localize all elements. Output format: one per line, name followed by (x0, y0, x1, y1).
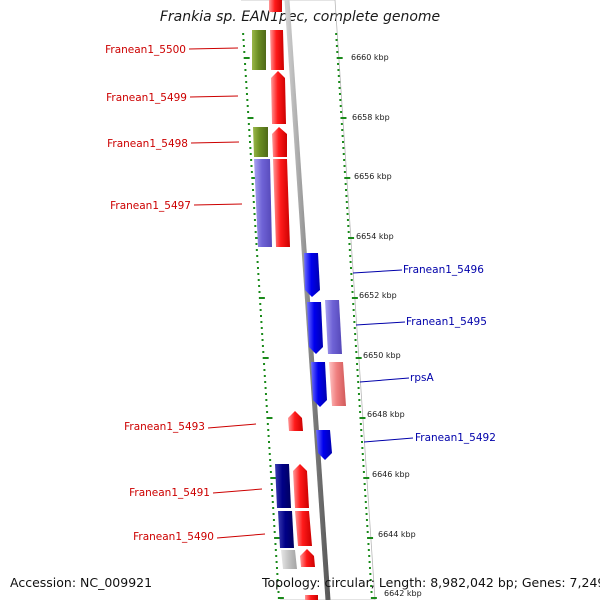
leader-line (189, 95, 239, 98)
orf-arrow-blue (311, 362, 327, 407)
orf-arrow-red (293, 464, 309, 508)
orf-block-red (295, 511, 312, 546)
orf-arrow-red (271, 71, 286, 124)
gene-label[interactable]: Franean1_5491 (129, 487, 210, 499)
orf-arrow-red (288, 411, 303, 431)
accession-text: Accession: NC_009921 (10, 575, 153, 590)
orf-block-red (273, 159, 290, 247)
scale-label: 6650 kbp (363, 351, 401, 360)
leader-line (363, 437, 414, 443)
leader-line (193, 203, 243, 206)
map-title: Frankia sp. EAN1pec, complete genome (159, 9, 441, 25)
leader-line (355, 321, 406, 326)
scale-label: 6654 kbp (356, 232, 394, 241)
cds-block-pink (329, 362, 346, 406)
orf-block-red (269, 0, 282, 12)
leader-line (352, 269, 403, 274)
genome-axis (284, 0, 331, 600)
scale-label: 6658 kbp (352, 113, 390, 122)
gene-label[interactable]: Franean1_5493 (124, 421, 205, 433)
cds-block-navy (278, 511, 294, 548)
leader-line (216, 533, 266, 539)
feature-track (252, 0, 346, 600)
scale-label: 6648 kbp (367, 410, 405, 419)
orf-arrow-blue (307, 302, 323, 354)
orf-block-red (305, 595, 318, 600)
orf-block-red (270, 30, 284, 70)
orf-arrow-blue (316, 430, 332, 460)
gene-label[interactable]: Franean1_5495 (406, 316, 487, 328)
genome-band (241, 0, 376, 600)
leader-line (190, 141, 240, 144)
scale-label: 6656 kbp (354, 172, 392, 181)
cds-block-olive (252, 30, 266, 70)
scale-label: 6644 kbp (378, 530, 416, 539)
topology-text: Topology: circular; Length: 8,982,042 bp… (262, 575, 600, 590)
cds-block-gray (281, 550, 297, 569)
gene-label[interactable]: Franean1_5496 (403, 264, 484, 276)
orf-arrow-red (300, 549, 315, 567)
gene-label[interactable]: Franean1_5492 (415, 432, 496, 444)
scale-label: 6646 kbp (372, 470, 410, 479)
leader-line (359, 377, 410, 383)
gene-label[interactable]: Franean1_5497 (110, 200, 191, 212)
gene-label[interactable]: Franean1_5500 (105, 44, 186, 56)
scale-label: 6660 kbp (351, 53, 389, 62)
gene-label[interactable]: Franean1_5499 (106, 92, 187, 104)
cds-block-olive (253, 127, 268, 157)
scale-ticks (242, 33, 377, 599)
gene-label[interactable]: rpsA (410, 372, 434, 384)
label-leaders (188, 47, 414, 539)
leader-line (212, 488, 263, 494)
gene-label[interactable]: Franean1_5490 (133, 531, 214, 543)
leader-line (188, 47, 239, 50)
orf-arrow-blue (304, 253, 320, 297)
cds-block-purple (254, 159, 272, 247)
orf-arrow-red (272, 127, 287, 157)
scale-label: 6652 kbp (359, 291, 397, 300)
cds-block-navy (275, 464, 291, 508)
gene-label[interactable]: Franean1_5498 (107, 138, 188, 150)
leader-line (207, 423, 257, 429)
scale-label: 6642 kbp (384, 589, 422, 598)
cds-block-purple (325, 300, 342, 354)
